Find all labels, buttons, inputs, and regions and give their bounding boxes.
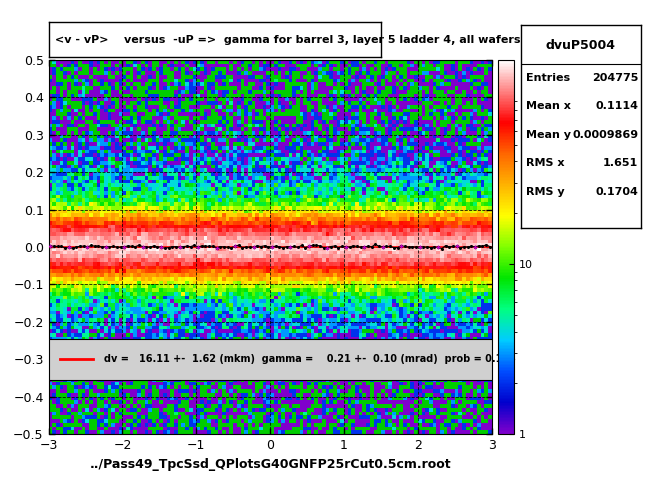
- Text: Entries: Entries: [525, 73, 570, 83]
- X-axis label: ../Pass49_TpcSsd_QPlotsG40GNFP25rCut0.5cm.root: ../Pass49_TpcSsd_QPlotsG40GNFP25rCut0.5c…: [89, 458, 451, 471]
- Text: Mean y: Mean y: [525, 130, 571, 140]
- Text: 1.651: 1.651: [603, 158, 638, 168]
- Text: RMS x: RMS x: [525, 158, 564, 168]
- Text: dvuP5004: dvuP5004: [545, 39, 616, 52]
- Text: Mean x: Mean x: [525, 101, 571, 111]
- Text: 0.0009869: 0.0009869: [572, 130, 638, 140]
- Text: 0.1704: 0.1704: [595, 187, 638, 197]
- FancyBboxPatch shape: [49, 339, 492, 380]
- Text: dv =   16.11 +-  1.62 (mkm)  gamma =    0.21 +-  0.10 (mrad)  prob = 0.105: dv = 16.11 +- 1.62 (mkm) gamma = 0.21 +-…: [104, 354, 516, 364]
- Text: 204775: 204775: [592, 73, 638, 83]
- Text: 0: 0: [527, 46, 534, 56]
- Text: 0.1114: 0.1114: [595, 101, 638, 111]
- Text: <v - vP>    versus  -uP =>  gamma for barrel 3, layer 5 ladder 4, all wafers: <v - vP> versus -uP => gamma for barrel …: [55, 35, 521, 45]
- Text: RMS y: RMS y: [525, 187, 564, 197]
